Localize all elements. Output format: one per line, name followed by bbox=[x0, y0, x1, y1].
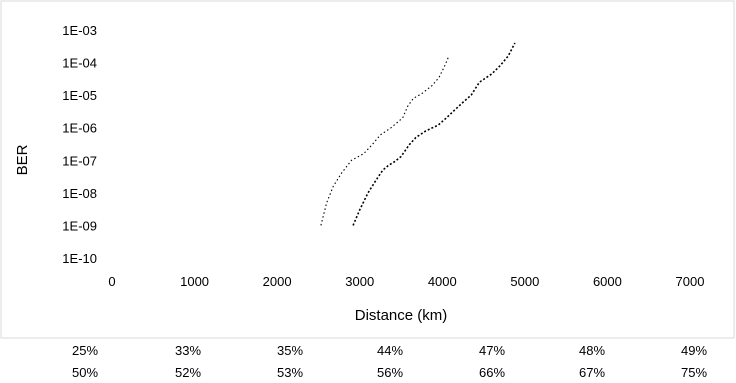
x-tick-label: 1000 bbox=[180, 274, 209, 289]
x-tick-label: 0 bbox=[108, 274, 115, 289]
x-axis-tick-labels: 0 1000 2000 3000 4000 5000 6000 7000 bbox=[108, 274, 704, 289]
y-tick-label: 1E-07 bbox=[62, 153, 97, 168]
x-tick-label: 4000 bbox=[428, 274, 457, 289]
percent-cell: 66% bbox=[478, 365, 506, 380]
x-tick-label: 2000 bbox=[263, 274, 292, 289]
percent-cell: 56% bbox=[376, 365, 404, 380]
percent-cell: 67% bbox=[578, 365, 606, 380]
percent-cell: 75% bbox=[680, 365, 708, 380]
x-tick-label: 5000 bbox=[510, 274, 539, 289]
percent-cell: 50% bbox=[71, 365, 99, 380]
series-line-1 bbox=[320, 55, 450, 226]
y-axis-tick-labels: 1E-03 1E-04 1E-05 1E-06 1E-07 1E-08 1E-09 1E-10 bbox=[62, 23, 97, 266]
series-line-2 bbox=[352, 42, 516, 226]
y-tick-label: 1E-04 bbox=[62, 56, 97, 71]
percent-cell: 52% bbox=[174, 365, 202, 380]
percent-cell: 53% bbox=[276, 365, 304, 380]
y-tick-label: 1E-05 bbox=[62, 88, 97, 103]
series-layer bbox=[320, 42, 516, 226]
y-tick-label: 1E-03 bbox=[62, 23, 97, 38]
x-axis-label: Distance (km) bbox=[355, 307, 448, 324]
percent-cell: 35% bbox=[276, 343, 304, 358]
chart-border bbox=[0, 0, 735, 339]
plot-border bbox=[0, 0, 735, 339]
percent-cell: 49% bbox=[680, 343, 708, 358]
percent-cell: 47% bbox=[478, 343, 506, 358]
percent-cell: 25% bbox=[71, 343, 99, 358]
percent-cell: 33% bbox=[174, 343, 202, 358]
y-tick-label: 1E-08 bbox=[62, 186, 97, 201]
x-tick-label: 7000 bbox=[676, 274, 705, 289]
ber-chart: 1E-03 1E-04 1E-05 1E-06 1E-07 1E-08 1E-09 1E-10… bbox=[0, 0, 735, 339]
percent-cell: 48% bbox=[578, 343, 606, 358]
percent-row-1: 25% 33% 35% 44% 47% 48% 49% bbox=[0, 343, 736, 359]
x-tick-label: 3000 bbox=[345, 274, 374, 289]
y-axis-label: BER bbox=[14, 144, 31, 175]
y-tick-label: 1E-06 bbox=[62, 121, 97, 136]
x-tick-label: 6000 bbox=[593, 274, 622, 289]
y-tick-label: 1E-10 bbox=[62, 251, 97, 266]
percent-cell: 44% bbox=[376, 343, 404, 358]
percent-row-2: 50% 52% 53% 56% 66% 67% 75% bbox=[0, 365, 736, 381]
y-tick-label: 1E-09 bbox=[62, 218, 97, 233]
